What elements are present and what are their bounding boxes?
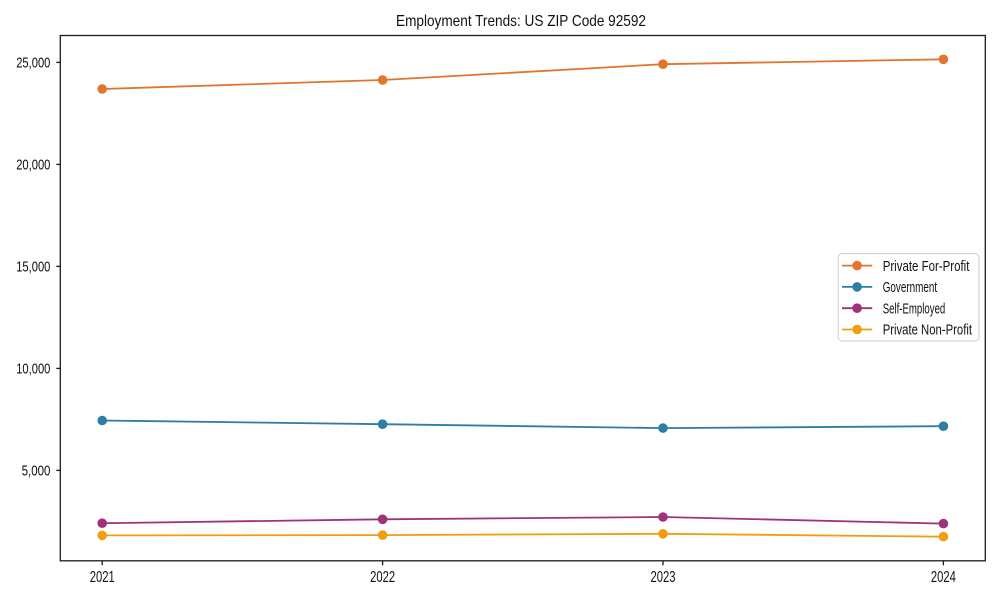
svg-text:10,000: 10,000	[16, 361, 50, 378]
svg-text:25,000: 25,000	[16, 55, 50, 72]
svg-text:5,000: 5,000	[22, 463, 51, 480]
svg-text:Government: Government	[883, 279, 938, 296]
svg-text:2022: 2022	[370, 569, 395, 586]
svg-text:2021: 2021	[90, 569, 115, 586]
svg-text:Private Non-Profit: Private Non-Profit	[883, 322, 973, 339]
svg-text:2023: 2023	[651, 569, 676, 586]
svg-text:20,000: 20,000	[16, 157, 50, 174]
svg-text:2024: 2024	[931, 569, 956, 586]
svg-text:Employment Trends: US ZIP Code: Employment Trends: US ZIP Code 92592	[396, 13, 646, 30]
svg-text:Private For-Profit: Private For-Profit	[883, 258, 970, 275]
svg-text:Self-Employed: Self-Employed	[883, 300, 946, 317]
svg-text:15,000: 15,000	[16, 259, 50, 276]
